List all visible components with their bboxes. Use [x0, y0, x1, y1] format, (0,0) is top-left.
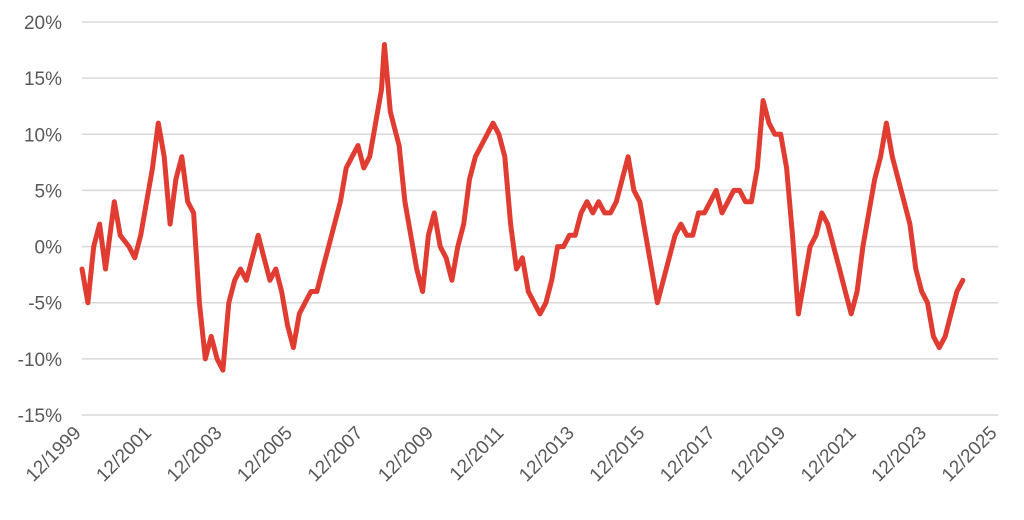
x-tick-label: 12/2003 [163, 423, 226, 486]
x-tick-label: 12/2015 [586, 423, 649, 486]
y-axis-tick-labels: 20% 15% 10% 5% 0% -5% -10% -15% [18, 13, 62, 427]
x-tick-label: 12/2001 [93, 423, 156, 486]
y-tick-label: -15% [18, 406, 62, 427]
gridlines [82, 21, 998, 416]
y-tick-label: 5% [35, 181, 63, 202]
y-tick-label: 15% [24, 69, 62, 90]
x-tick-label: 12/2013 [515, 423, 578, 486]
x-tick-label: 12/2023 [868, 423, 931, 486]
x-tick-label: 12/2025 [938, 423, 1001, 486]
x-tick-label: 12/2011 [446, 423, 508, 485]
y-tick-label: 10% [24, 125, 62, 146]
x-tick-label: 12/2019 [727, 423, 790, 486]
y-tick-label: -5% [28, 294, 62, 315]
y-tick-label: -10% [18, 350, 62, 371]
x-tick-label: 12/2005 [234, 423, 297, 486]
y-tick-label: 20% [24, 13, 62, 34]
series-line [79, 42, 966, 373]
x-tick-label: 12/2007 [304, 423, 367, 486]
x-tick-label: 12/2009 [374, 423, 437, 486]
x-tick-label: 12/2021 [797, 423, 860, 486]
x-tick-label: 12/1999 [22, 423, 85, 486]
x-axis-tick-labels: 12/1999 12/2001 12/2003 12/2005 12/2007 12/20… [22, 423, 1001, 486]
y-tick-label: 0% [35, 238, 63, 259]
x-tick-label: 12/2017 [656, 423, 719, 486]
series-layer [79, 42, 966, 373]
